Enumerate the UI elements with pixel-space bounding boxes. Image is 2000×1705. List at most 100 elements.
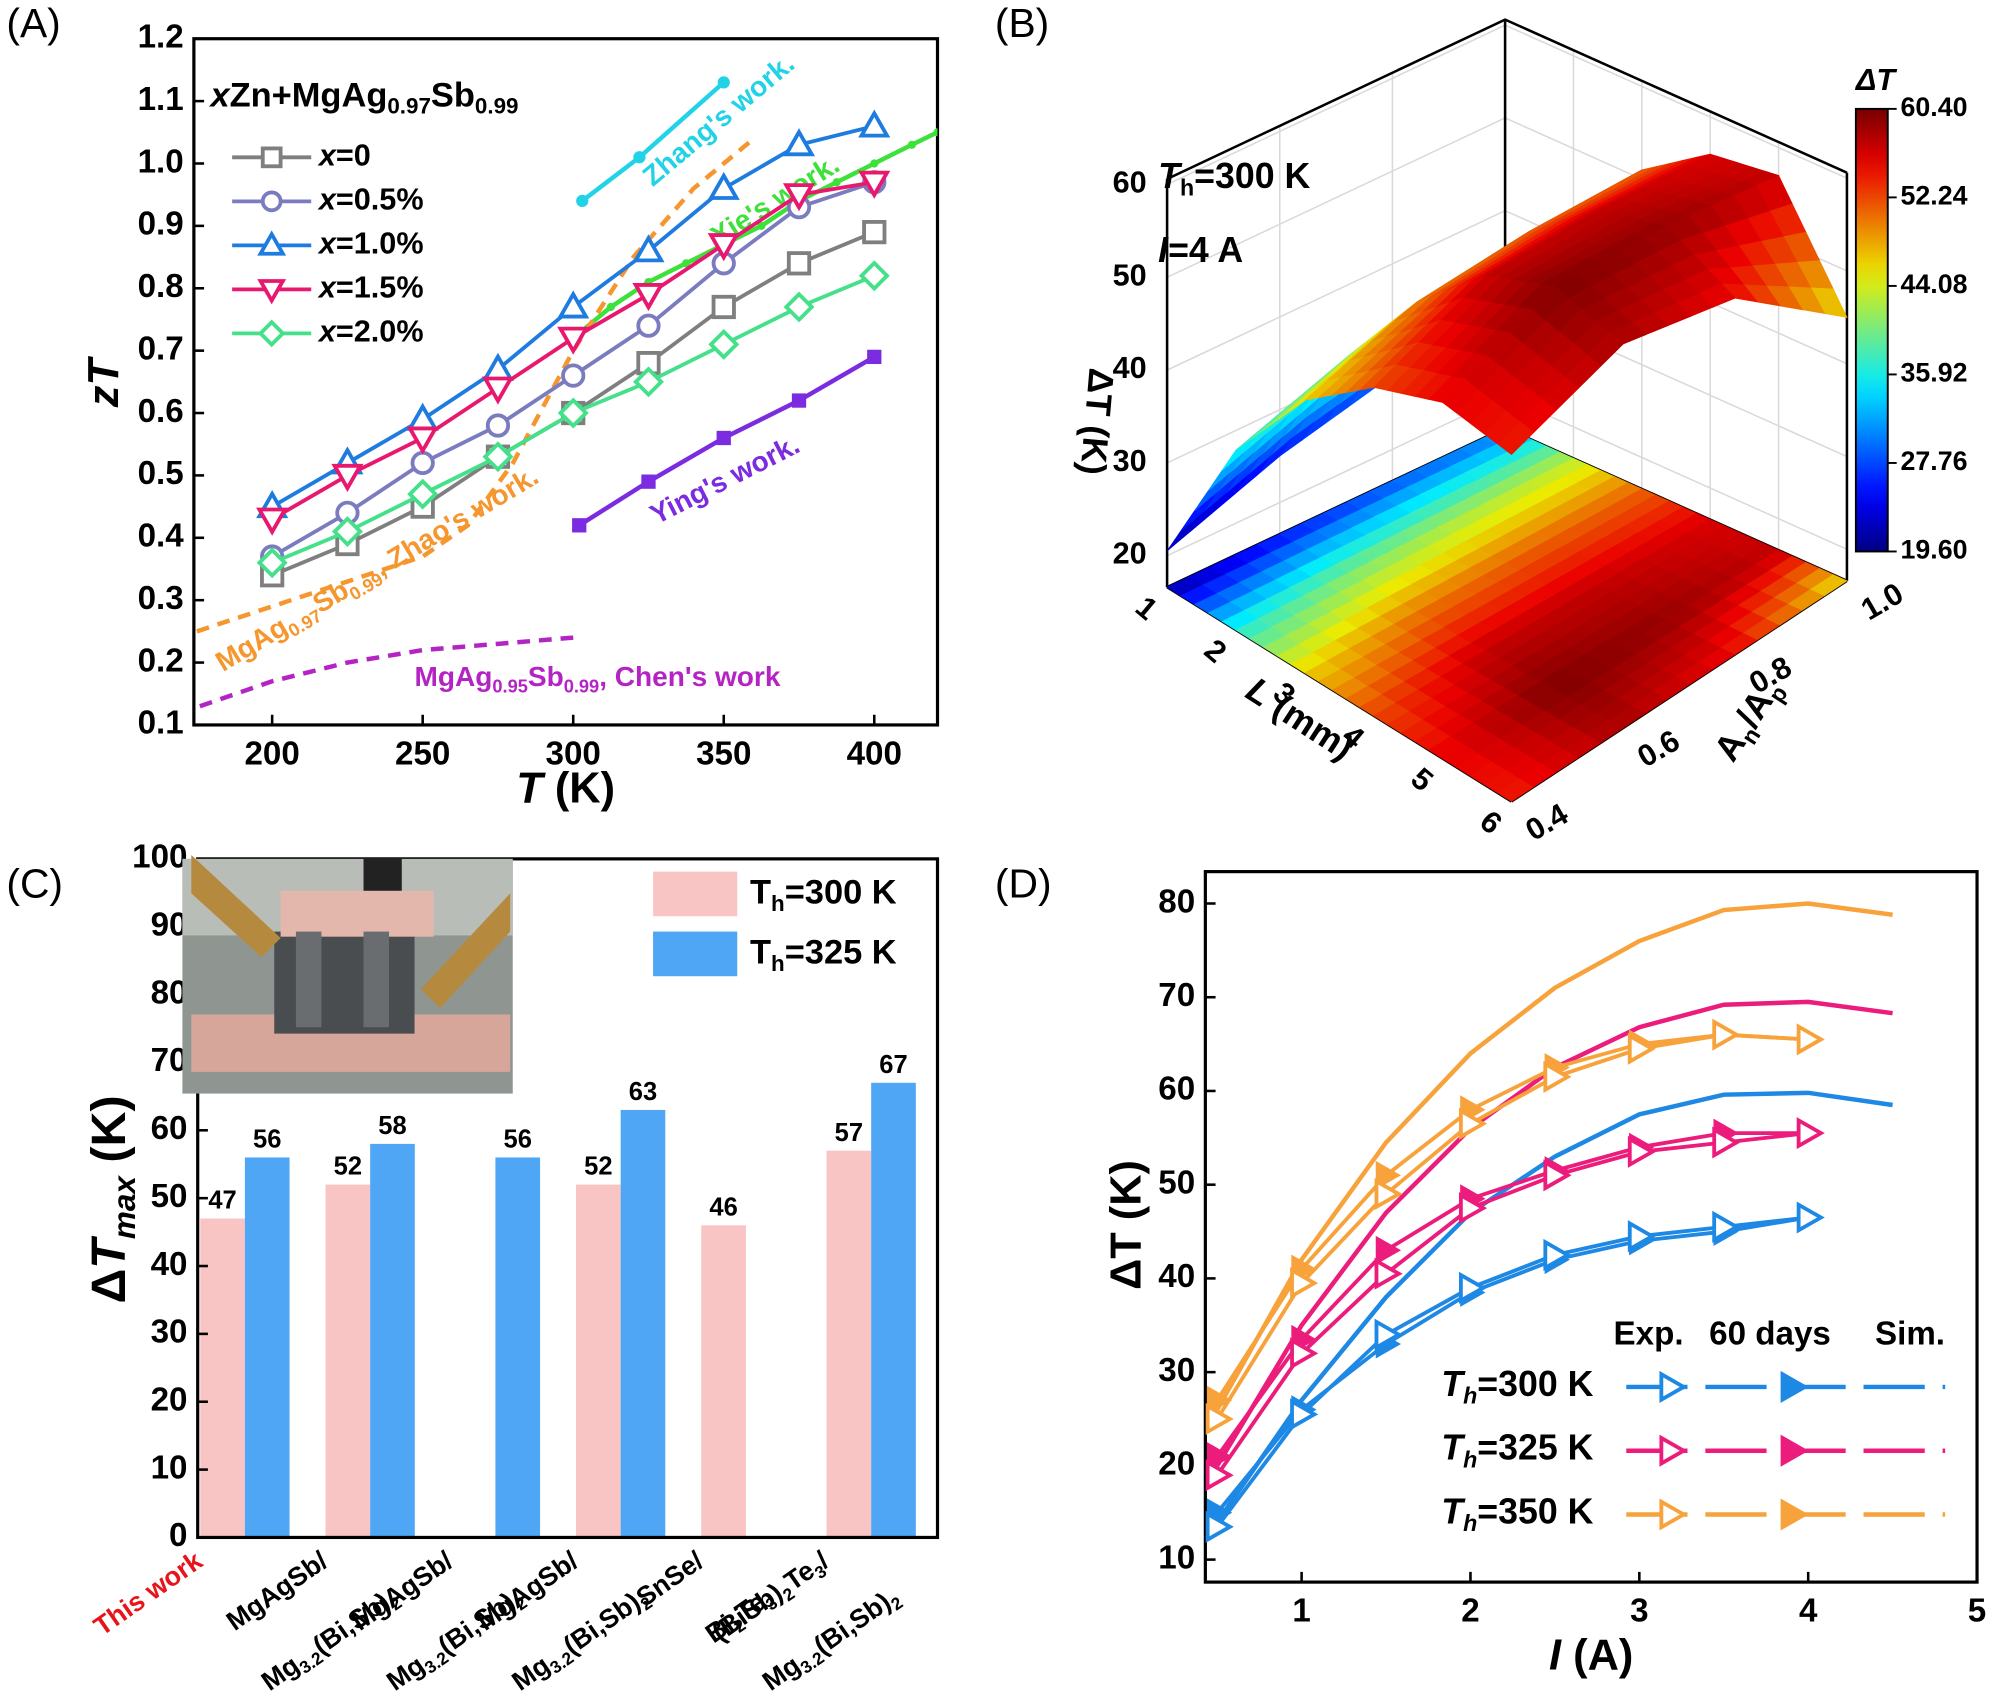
x-tick-label: 2 <box>1198 633 1233 670</box>
x-axis-label: I (A) <box>1549 1632 1633 1680</box>
marker <box>1205 1402 1234 1436</box>
marker <box>1205 1510 1234 1543</box>
marker <box>782 128 816 157</box>
data-label: 52 <box>334 1153 362 1181</box>
marker <box>711 294 736 320</box>
annotation: Th=300 K <box>1158 156 1310 200</box>
marker <box>867 349 882 365</box>
legend-marker <box>257 319 286 348</box>
marker <box>572 518 587 533</box>
y-tick-label: 10 <box>1158 1539 1195 1576</box>
marker <box>707 171 740 200</box>
marker <box>256 547 288 579</box>
marker <box>557 326 590 355</box>
x-tick-label: 1 <box>1129 590 1164 627</box>
colorbar-tick-label: 52.24 <box>1901 180 1968 210</box>
text-piece: (A) <box>1561 1632 1633 1680</box>
marker <box>576 194 589 208</box>
x-tick-label: 5 <box>1968 1592 1986 1629</box>
marker <box>682 259 691 268</box>
y-tick-label: 60 <box>1158 1071 1195 1108</box>
marker <box>717 76 730 89</box>
y-tick-label: 1.0 <box>138 143 184 180</box>
text-piece: x <box>317 270 338 304</box>
x-tick-label: 400 <box>847 735 902 772</box>
text-piece: =2.0% <box>336 314 424 348</box>
marker <box>907 140 916 149</box>
panel-label: (A) <box>6 0 60 46</box>
legend-label: x=0 <box>317 138 371 172</box>
bar <box>200 1218 245 1538</box>
legend-label: Th=325 K <box>1441 1428 1593 1472</box>
y-tick-label: 70 <box>151 1042 188 1079</box>
marker <box>1458 1107 1488 1140</box>
y-axis-label: ΔT (K) <box>1102 1160 1150 1290</box>
z-tick-label: 40 <box>1113 351 1147 385</box>
bar <box>495 1157 541 1538</box>
data-label: 46 <box>709 1193 737 1221</box>
colorbar-tick-label: 27.76 <box>1901 446 1968 476</box>
marker <box>633 366 664 398</box>
text-piece: x <box>208 76 231 114</box>
x-tick-label: 200 <box>244 735 299 772</box>
text-piece: x <box>317 226 338 260</box>
text-piece: T <box>1441 1492 1466 1532</box>
text-piece: =4 A <box>1168 230 1243 270</box>
marker <box>482 441 514 473</box>
x-tick-label: MgAgSb/ <box>221 1545 334 1636</box>
text-piece: =1.0% <box>336 226 424 260</box>
y-tick-label: 80 <box>1158 883 1195 920</box>
marker <box>331 516 363 548</box>
z-axis-label: ΔT (K) <box>1072 367 1121 477</box>
marker <box>410 450 435 476</box>
bar <box>701 1225 746 1538</box>
bar <box>871 1082 916 1538</box>
marker <box>606 302 615 312</box>
grid-line <box>1166 395 1506 557</box>
marker <box>1290 1337 1319 1370</box>
marker <box>407 478 439 510</box>
aged-line <box>1215 1131 1809 1458</box>
text-piece: (Bi,Sb) <box>808 1587 896 1661</box>
marker <box>707 233 740 262</box>
y-tick-label: 0.9 <box>138 206 184 243</box>
marker <box>331 463 364 493</box>
marker <box>632 234 665 263</box>
text-piece: h <box>1463 1510 1477 1536</box>
y-tick-label: 0.5 <box>138 455 184 492</box>
marker <box>1543 1159 1572 1192</box>
text-piece: 0.97 <box>387 94 431 119</box>
text-piece: (Bi,Sb) <box>558 1587 646 1661</box>
text-piece: T <box>750 874 771 912</box>
marker <box>757 221 766 230</box>
text-piece: T <box>1441 1428 1466 1468</box>
marker <box>1374 1318 1403 1351</box>
z-tick-label: 30 <box>1113 444 1147 478</box>
marker <box>1543 1238 1572 1272</box>
plot-frame <box>1203 870 1979 1584</box>
text-piece: 0.99 <box>475 94 519 119</box>
y-tick-label: 0.2 <box>138 642 184 679</box>
legend-label: x=0.5% <box>317 182 424 216</box>
literature-line <box>196 136 756 634</box>
marker <box>1796 1117 1825 1150</box>
text-piece: x <box>317 138 338 172</box>
data-label: 47 <box>208 1187 236 1215</box>
y-tick-label: 50 <box>1158 1164 1195 1201</box>
y-tick-label: 20 <box>1158 1446 1195 1483</box>
data-label: 52 <box>584 1153 612 1181</box>
marker <box>858 260 890 292</box>
marker <box>557 290 590 319</box>
legend-label: Th=300 K <box>750 874 897 916</box>
marker <box>1375 1160 1402 1190</box>
x-tick-label: 5 <box>1405 761 1440 798</box>
marker <box>1206 1385 1233 1415</box>
legend-column-label: Exp. <box>1614 1316 1684 1353</box>
bar <box>826 1150 872 1538</box>
marker <box>716 430 731 446</box>
legend-label: x=1.0% <box>317 226 424 260</box>
y-tick-label: 1.1 <box>138 81 184 118</box>
marker <box>1712 1210 1741 1243</box>
text-piece: Zn+MgAg <box>230 76 388 114</box>
